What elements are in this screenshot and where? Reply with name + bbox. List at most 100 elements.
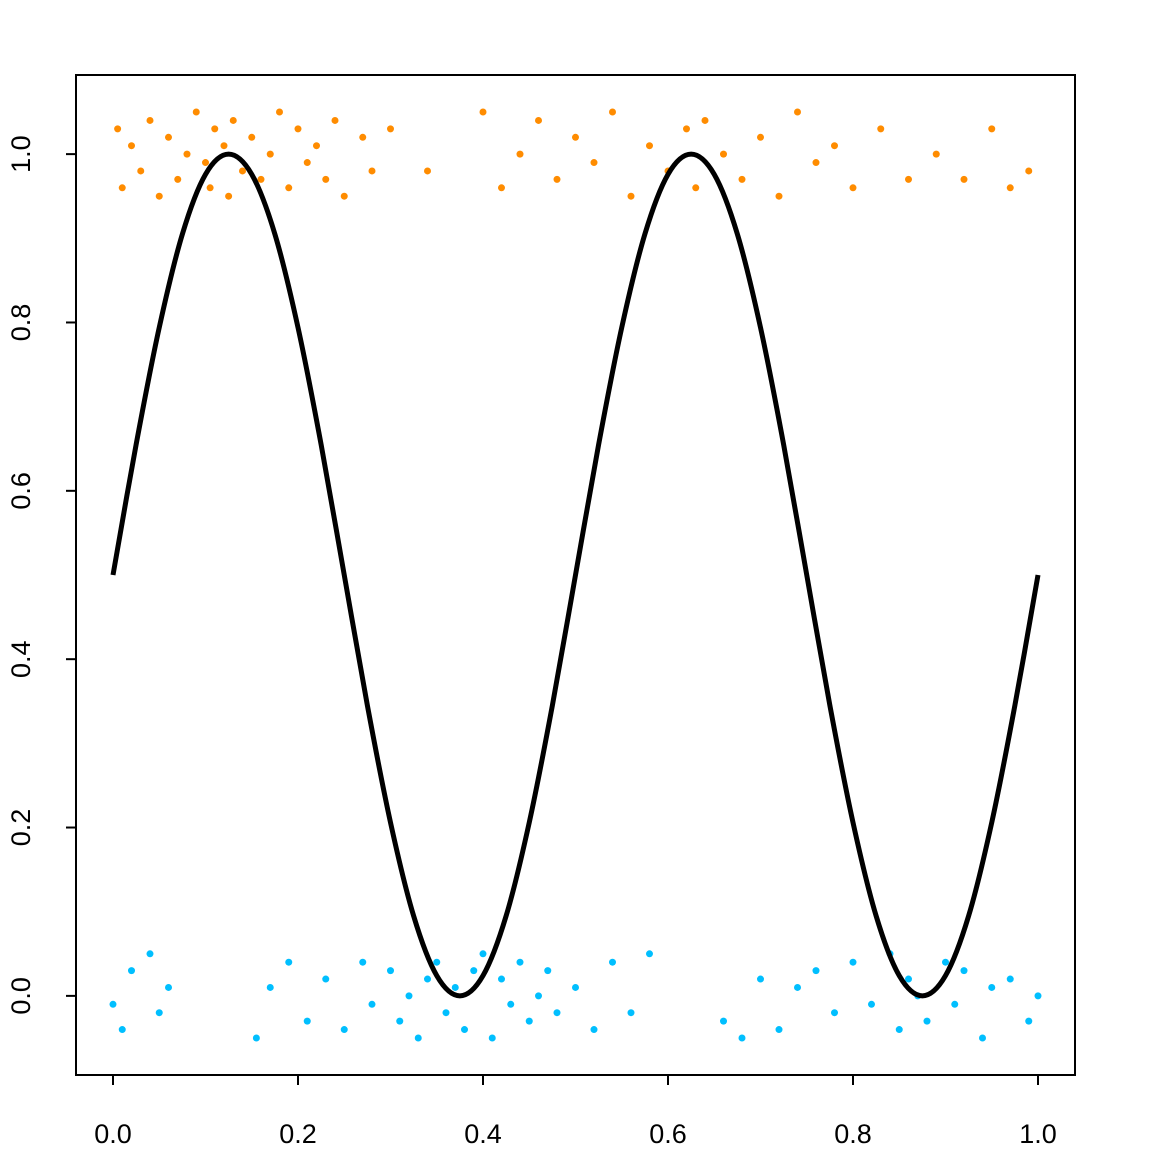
point	[868, 1000, 875, 1008]
point	[202, 159, 209, 167]
point	[252, 1034, 260, 1042]
point	[960, 175, 968, 183]
point	[165, 133, 172, 141]
point	[118, 184, 126, 192]
point	[646, 950, 653, 958]
point	[535, 116, 542, 124]
point	[109, 1000, 117, 1008]
point	[183, 150, 191, 158]
x-tick-label: 0.2	[279, 1119, 317, 1149]
point	[812, 967, 820, 975]
point	[757, 975, 764, 983]
point	[794, 108, 801, 116]
point	[609, 958, 616, 966]
y-tick-label: 0.2	[6, 809, 36, 847]
point	[442, 1009, 450, 1017]
point	[1006, 975, 1014, 983]
point	[211, 125, 219, 133]
point	[114, 125, 122, 133]
point	[479, 950, 487, 958]
point	[128, 967, 135, 975]
point	[988, 125, 996, 133]
point	[1034, 992, 1042, 1000]
point	[590, 1026, 598, 1034]
point	[266, 983, 274, 991]
point	[1025, 1017, 1033, 1025]
point	[118, 1026, 126, 1034]
point	[775, 1026, 783, 1034]
point	[895, 1026, 903, 1034]
point	[849, 958, 857, 966]
plot-box	[75, 74, 1076, 1076]
y-tick-label: 1.0	[6, 135, 36, 173]
point	[192, 108, 200, 116]
point	[535, 992, 542, 1000]
point	[905, 975, 912, 983]
point	[877, 125, 885, 133]
point	[368, 1000, 376, 1008]
point	[849, 184, 857, 192]
point	[387, 967, 394, 975]
point	[544, 967, 552, 975]
point	[738, 175, 746, 183]
point	[405, 992, 413, 1000]
point	[331, 116, 339, 124]
point	[414, 1034, 422, 1042]
x-tick-label: 0.6	[649, 1119, 687, 1149]
point	[340, 192, 348, 200]
point	[359, 133, 367, 141]
point	[303, 1017, 311, 1025]
point	[757, 133, 764, 141]
point	[387, 125, 394, 133]
point	[359, 958, 367, 966]
point	[831, 142, 838, 150]
point	[794, 983, 801, 991]
point	[155, 192, 163, 200]
point	[206, 184, 214, 192]
point	[128, 142, 135, 150]
point	[146, 950, 154, 958]
point	[979, 1034, 986, 1042]
point	[285, 184, 293, 192]
point	[488, 1034, 496, 1042]
point	[516, 150, 524, 158]
point	[276, 108, 283, 116]
point	[553, 1009, 561, 1017]
point	[507, 1000, 515, 1008]
point	[229, 116, 237, 124]
point	[424, 167, 431, 175]
point	[266, 150, 274, 158]
point	[720, 1017, 727, 1025]
point	[932, 150, 940, 158]
point	[461, 1026, 468, 1034]
point	[239, 167, 246, 175]
point	[396, 1017, 404, 1025]
point	[340, 1026, 348, 1034]
x-tick-label: 0.4	[464, 1119, 502, 1149]
point	[225, 192, 233, 200]
x-tick-label: 1.0	[1019, 1119, 1057, 1149]
point	[146, 116, 154, 124]
point	[470, 967, 478, 975]
point	[174, 175, 182, 183]
x-tick-label: 0.0	[94, 1119, 132, 1149]
point	[451, 983, 459, 991]
curve	[110, 151, 1041, 999]
y-tick-label: 0.6	[6, 472, 36, 510]
point	[775, 192, 783, 200]
point	[572, 983, 579, 991]
point	[738, 1034, 746, 1042]
point	[516, 958, 524, 966]
point	[988, 983, 996, 991]
point	[248, 133, 256, 141]
point	[627, 192, 635, 200]
y-tick-label: 0.0	[6, 977, 36, 1015]
point	[322, 175, 330, 183]
point	[479, 108, 487, 116]
point	[313, 142, 320, 150]
point	[137, 167, 145, 175]
x-tick-label: 0.8	[834, 1119, 872, 1149]
point	[220, 142, 228, 150]
point	[1006, 184, 1014, 192]
